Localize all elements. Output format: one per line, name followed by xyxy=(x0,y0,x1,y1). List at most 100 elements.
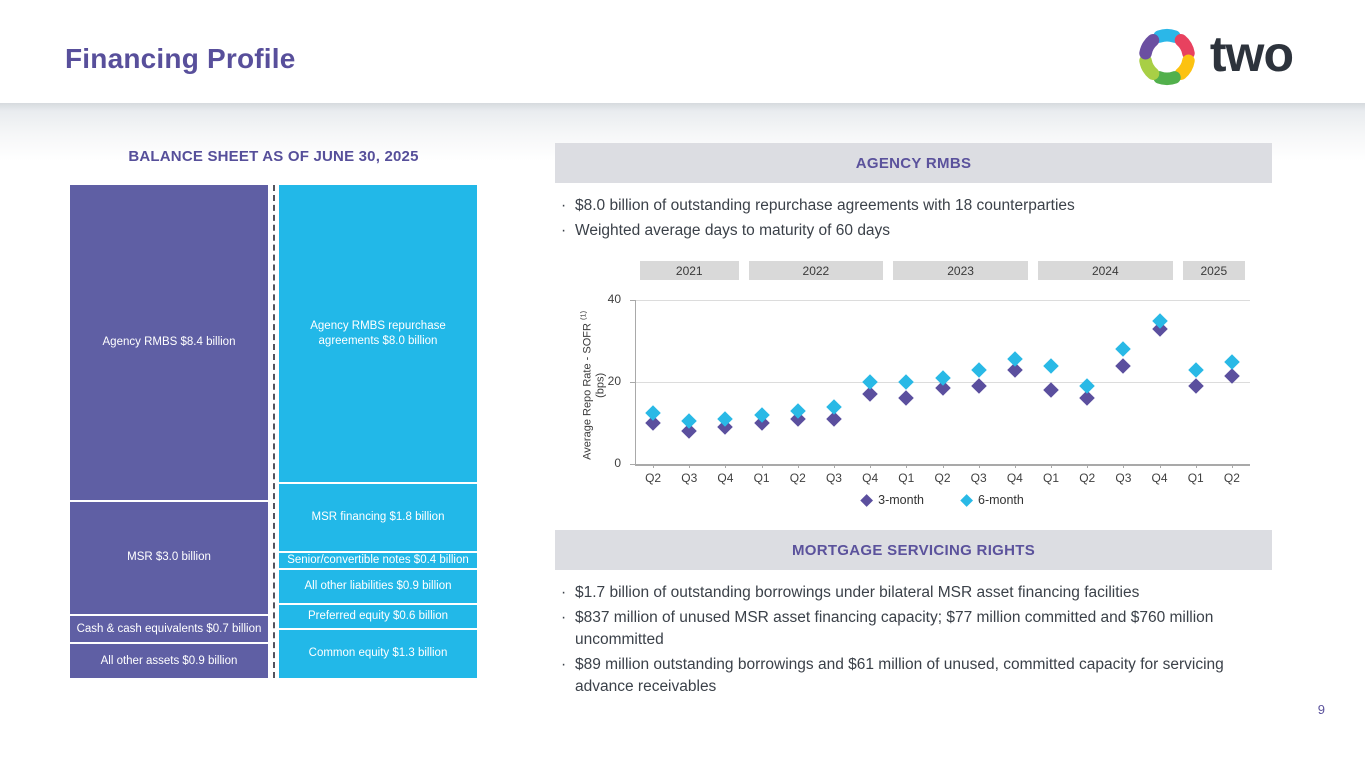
liability-segment: All other liabilities $0.9 billion xyxy=(279,569,477,604)
legend-label-6-month: 6-month xyxy=(978,493,1024,507)
year-band-2023: 2023 xyxy=(893,261,1028,280)
liability-segment: Agency RMBS repurchase agreements $8.0 b… xyxy=(279,185,477,483)
x-tick-label: Q2 xyxy=(789,471,806,485)
x-tick-mark xyxy=(797,464,799,468)
y-tick-mark xyxy=(630,464,635,465)
x-tick-label: Q3 xyxy=(970,471,987,485)
chart-point-6-month xyxy=(1007,351,1023,368)
x-tick-label: Q3 xyxy=(825,471,842,485)
x-tick-mark xyxy=(653,464,655,468)
agency-bullet-text: Weighted average days to maturity of 60 … xyxy=(575,222,891,239)
x-tick-label: Q1 xyxy=(1187,471,1204,485)
x-tick-mark xyxy=(1014,464,1016,468)
chart-point-3-month xyxy=(1115,357,1132,374)
x-tick-label: Q2 xyxy=(645,471,662,485)
bullet-glyph: · xyxy=(561,656,567,673)
x-tick-mark xyxy=(1231,464,1233,468)
x-tick-label: Q2 xyxy=(1223,471,1240,485)
legend-item-3-month: 3-month xyxy=(860,493,924,507)
x-tick-mark xyxy=(1123,464,1125,468)
x-tick-mark xyxy=(1195,464,1197,468)
msr-bullet: · $1.7 billion of outstanding borrowings … xyxy=(558,582,1270,604)
bullet-glyph: · xyxy=(561,584,567,601)
x-tick-label: Q4 xyxy=(1151,471,1168,485)
liability-segment-label: Preferred equity $0.6 billion xyxy=(308,610,448,623)
legend-marker-3-month xyxy=(860,493,874,507)
chart-point-6-month xyxy=(1224,353,1240,370)
y-tick-label: 0 xyxy=(614,456,621,470)
two-logo: two xyxy=(1134,24,1294,90)
bullet-glyph: · xyxy=(561,197,567,214)
liability-segment: Preferred equity $0.6 billion xyxy=(279,605,477,628)
chart-point-6-month xyxy=(970,361,987,378)
x-tick-label: Q4 xyxy=(717,471,734,485)
liability-segment-label: All other liabilities $0.9 billion xyxy=(304,580,452,593)
x-tick-mark xyxy=(870,464,872,468)
y-tick-label: 40 xyxy=(607,292,621,306)
liability-segment: Senior/convertible notes $0.4 billion xyxy=(279,553,477,568)
agency-bullet-text: $8.0 billion of outstanding repurchase a… xyxy=(575,197,1075,214)
two-logo-text: two xyxy=(1209,26,1294,82)
y-axis-line xyxy=(635,300,636,464)
x-tick-label: Q1 xyxy=(753,471,770,485)
x-tick-label: Q1 xyxy=(1043,471,1060,485)
x-tick-label: Q4 xyxy=(862,471,879,485)
liabilities-equity-column: Agency RMBS repurchase agreements $8.0 b… xyxy=(279,185,477,678)
msr-bullet-text: $1.7 billion of outstanding borrowings u… xyxy=(575,584,1140,601)
y-tick-label: 20 xyxy=(607,374,621,388)
bullet-glyph: · xyxy=(561,609,567,626)
dashed-divider-line xyxy=(272,185,275,678)
msr-bullet: · $89 million outstanding borrowings and … xyxy=(558,654,1270,698)
asset-segment: All other assets $0.9 billion xyxy=(70,644,268,678)
x-tick-mark xyxy=(761,464,763,468)
asset-segment-label: MSR $3.0 billion xyxy=(127,551,211,564)
asset-segment: Cash & cash equivalents $0.7 billion xyxy=(70,616,268,643)
chart-point-6-month xyxy=(1043,357,1059,374)
chart-point-6-month xyxy=(898,374,915,390)
chart-point-6-month xyxy=(1079,378,1095,394)
balance-sheet-title: BALANCE SHEET AS OF JUNE 30, 2025 xyxy=(128,148,419,165)
asset-segment-label: Cash & cash equivalents $0.7 billion xyxy=(76,622,262,635)
asset-segment: MSR $3.0 billion xyxy=(70,501,268,615)
x-tick-mark xyxy=(1087,464,1089,468)
liability-segment-label: Senior/convertible notes $0.4 billion xyxy=(287,554,469,567)
agency-bullet: · $8.0 billion of outstanding repurchase … xyxy=(558,195,1270,217)
chart-legend: 3-month 6-month xyxy=(860,493,1024,507)
liability-segment: Common equity $1.3 billion xyxy=(279,629,477,678)
legend-label-3-month: 3-month xyxy=(878,493,924,507)
chart-point-6-month xyxy=(1115,341,1132,357)
chart-point-6-month xyxy=(681,413,698,429)
liability-segment: MSR financing $1.8 billion xyxy=(279,484,477,552)
x-tick-label: Q3 xyxy=(681,471,698,485)
y-axis-label-units: (bps) xyxy=(594,372,607,398)
msr-bullet: · $837 million of unused MSR asset financ… xyxy=(558,607,1270,651)
y-tick-mark xyxy=(630,300,635,301)
x-tick-label: Q3 xyxy=(1115,471,1132,485)
msr-header: MORTGAGE SERVICING RIGHTS xyxy=(555,530,1272,570)
liability-segment-label: Agency RMBS repurchase agreements $8.0 b… xyxy=(310,319,446,347)
two-logo-icon xyxy=(1139,28,1195,86)
chart-point-6-month xyxy=(934,370,951,386)
x-tick-mark xyxy=(1159,464,1161,468)
asset-segment-label: Agency RMBS $8.4 billion xyxy=(102,335,236,348)
x-tick-label: Q2 xyxy=(1079,471,1096,485)
agency-rmbs-bullets: · $8.0 billion of outstanding repurchase … xyxy=(558,195,1270,245)
asset-segment-label: All other assets $0.9 billion xyxy=(100,654,238,667)
msr-bullet-text: $89 million outstanding borrowings and $… xyxy=(575,656,1224,695)
year-band-2022: 2022 xyxy=(748,261,884,280)
y-axis-label: Average Repo Rate - SOFR (1) (bps) xyxy=(577,275,608,495)
page-title: Financing Profile xyxy=(65,43,296,74)
legend-marker-6-month xyxy=(960,493,973,507)
y-tick-mark xyxy=(630,382,635,383)
gridline-40 xyxy=(635,300,1250,301)
x-tick-mark xyxy=(978,464,980,468)
x-tick-label: Q4 xyxy=(1006,471,1023,485)
chart-point-6-month xyxy=(862,374,878,390)
page-number: 9 xyxy=(1317,702,1325,717)
x-tick-label: Q1 xyxy=(898,471,915,485)
chart-point-3-month xyxy=(1187,378,1204,394)
msr-bullets: · $1.7 billion of outstanding borrowings … xyxy=(558,582,1270,701)
chart-point-6-month xyxy=(645,404,661,421)
bullet-glyph: · xyxy=(561,222,567,239)
